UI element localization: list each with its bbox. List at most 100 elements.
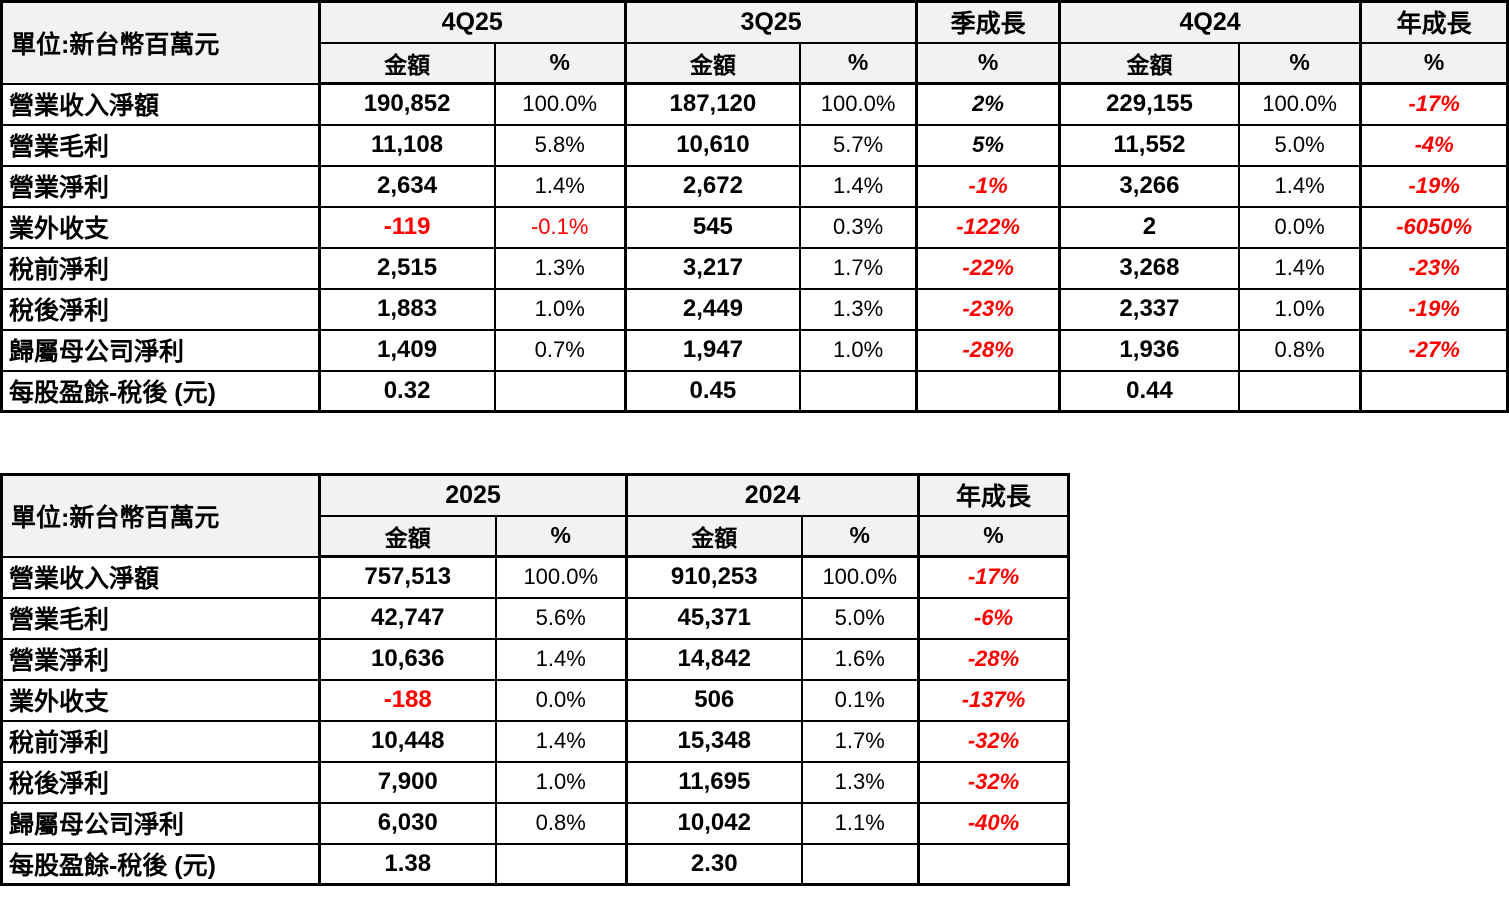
row-label: 營業收入淨額	[0, 555, 321, 599]
percent-cell: 1.4%	[494, 719, 628, 763]
row-label: 歸屬母公司淨利	[0, 328, 321, 372]
percent-cell: 100.0%	[1237, 82, 1362, 126]
growth-cell: -22%	[915, 246, 1061, 290]
period-group-header: 3Q25	[623, 0, 918, 44]
percent-cell: 0.8%	[1237, 328, 1362, 372]
amount-cell: 2.30	[625, 842, 803, 886]
amount-cell: 545	[623, 205, 801, 249]
empty-cell	[494, 842, 628, 886]
percent-subheader: %	[917, 514, 1070, 558]
amount-cell: 3,217	[623, 246, 801, 290]
empty-cell	[798, 369, 918, 413]
table-row: 歸屬母公司淨利 1,409 0.7% 1,947 1.0% -28% 1,936 0.8% -2…	[0, 328, 1509, 372]
period-group-header: 2025	[318, 473, 628, 517]
amount-cell: 3,266	[1057, 164, 1240, 208]
amount-cell: 10,610	[623, 123, 801, 167]
amount-cell: 0.32	[317, 369, 496, 413]
amount-cell: 757,513	[318, 555, 497, 599]
percent-cell: 100.0%	[494, 555, 628, 599]
row-label: 業外收支	[0, 205, 321, 249]
table-row: 業外收支 -188 0.0% 506 0.1% -137%	[0, 678, 1070, 722]
amount-cell: 0.44	[1057, 369, 1240, 413]
percent-subheader: %	[1359, 41, 1509, 85]
growth-cell: -23%	[915, 287, 1061, 331]
growth-cell: -1%	[915, 164, 1061, 208]
row-label: 營業毛利	[0, 596, 321, 640]
amount-cell: 190,852	[317, 82, 496, 126]
empty-cell	[915, 369, 1061, 413]
percent-cell: 1.1%	[800, 801, 920, 845]
percent-cell: 5.0%	[800, 596, 920, 640]
amount-subheader: 金額	[623, 41, 801, 85]
percent-cell: 1.4%	[493, 164, 627, 208]
period-group-header: 年成長	[917, 473, 1070, 517]
percent-cell: 1.3%	[493, 246, 627, 290]
table-row: 營業淨利 10,636 1.4% 14,842 1.6% -28%	[0, 637, 1070, 681]
amount-cell: 2	[1057, 205, 1240, 249]
percent-cell: 1.4%	[798, 164, 918, 208]
growth-cell: -40%	[917, 801, 1070, 845]
unit-label: 單位:新台幣百萬元	[0, 0, 321, 85]
row-label: 營業淨利	[0, 164, 321, 208]
amount-cell: 15,348	[625, 719, 803, 763]
table-row: 營業毛利 11,108 5.8% 10,610 5.7% 5% 11,552 5.0% -4%	[0, 123, 1509, 167]
row-label: 稅前淨利	[0, 246, 321, 290]
amount-cell: 1,409	[317, 328, 496, 372]
amount-cell: 2,634	[317, 164, 496, 208]
percent-subheader: %	[493, 41, 627, 85]
empty-cell	[1359, 369, 1509, 413]
percent-cell: 1.7%	[800, 719, 920, 763]
percent-cell: 0.0%	[1237, 205, 1362, 249]
table-row: 營業毛利 42,747 5.6% 45,371 5.0% -6%	[0, 596, 1070, 640]
growth-cell: -32%	[917, 719, 1070, 763]
percent-cell: 1.0%	[798, 328, 918, 372]
amount-cell: 10,448	[318, 719, 497, 763]
amount-cell: 45,371	[625, 596, 803, 640]
header-sub-row: 金額% 金額%% 金額%%	[2, 41, 1509, 85]
period-group-header: 4Q24	[1057, 0, 1362, 44]
amount-cell: 910,253	[625, 555, 803, 599]
growth-cell: -23%	[1359, 246, 1509, 290]
amount-cell: 2,515	[317, 246, 496, 290]
quarterly-results-table: 單位:新台幣百萬元 4Q25 3Q25 季成長 4Q24 年成長 金額% 金額%% 金額%% 營業…	[0, 0, 1509, 413]
percent-cell: 5.7%	[798, 123, 918, 167]
growth-cell: -27%	[1359, 328, 1509, 372]
growth-cell: 5%	[915, 123, 1061, 167]
table-row: 業外收支 -119 -0.1% 545 0.3% -122% 2 0.0% -6050%	[0, 205, 1509, 249]
table-row: 稅前淨利 10,448 1.4% 15,348 1.7% -32%	[0, 719, 1070, 763]
percent-cell: 1.4%	[1237, 246, 1362, 290]
percent-subheader: %	[494, 514, 628, 558]
percent-subheader: %	[915, 41, 1061, 85]
percent-cell: 0.1%	[800, 678, 920, 722]
amount-cell: -188	[318, 678, 497, 722]
amount-cell: 229,155	[1057, 82, 1240, 126]
unit-label: 單位:新台幣百萬元	[0, 473, 321, 558]
row-label: 稅後淨利	[0, 287, 321, 331]
table-row: 歸屬母公司淨利 6,030 0.8% 10,042 1.1% -40%	[0, 801, 1070, 845]
percent-cell: 0.7%	[493, 328, 627, 372]
empty-cell	[493, 369, 627, 413]
empty-cell	[917, 842, 1070, 886]
percent-subheader: %	[800, 514, 920, 558]
empty-cell	[1237, 369, 1362, 413]
table-row: 每股盈餘-稅後 (元) 0.32 0.45 0.44	[0, 369, 1509, 413]
row-label: 每股盈餘-稅後 (元)	[0, 842, 321, 886]
amount-subheader: 金額	[317, 41, 496, 85]
amount-cell: 1,883	[317, 287, 496, 331]
amount-cell: -119	[317, 205, 496, 249]
row-label: 營業收入淨額	[0, 82, 321, 126]
percent-cell: 0.8%	[494, 801, 628, 845]
header-group-row: 單位:新台幣百萬元 4Q25 3Q25 季成長 4Q24 年成長	[0, 0, 1509, 85]
percent-cell: 1.3%	[798, 287, 918, 331]
percent-cell: 1.4%	[1237, 164, 1362, 208]
table-row: 稅前淨利 2,515 1.3% 3,217 1.7% -22% 3,268 1.4% -23%	[0, 246, 1509, 290]
growth-cell: -17%	[1359, 82, 1509, 126]
percent-cell: 5.6%	[494, 596, 628, 640]
growth-cell: -17%	[917, 555, 1070, 599]
growth-cell: -137%	[917, 678, 1070, 722]
percent-cell: 1.3%	[800, 760, 920, 804]
growth-cell: -19%	[1359, 287, 1509, 331]
period-group-header: 4Q25	[317, 0, 627, 44]
percent-cell: 100.0%	[800, 555, 920, 599]
